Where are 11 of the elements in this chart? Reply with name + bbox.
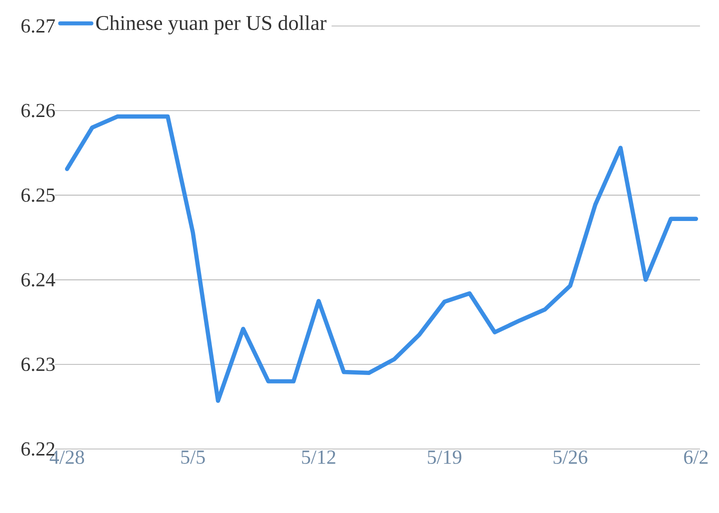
- x-tick-label: 5/19: [428, 450, 462, 464]
- y-tick-label: 6.24: [21, 273, 56, 287]
- x-tick-label: 5/12: [302, 450, 336, 464]
- y-tick-label: 6.25: [21, 188, 55, 202]
- legend-label: Chinese yuan per US dollar: [96, 15, 326, 34]
- y-tick-label: 6.26: [21, 104, 55, 118]
- x-tick-label: 5/5: [181, 450, 205, 464]
- y-tick-label: 6.23: [21, 358, 55, 372]
- x-tick-label: 6/2: [684, 450, 708, 464]
- x-tick-label: 5/26: [554, 450, 588, 464]
- y-tick-label: 6.27: [21, 19, 55, 33]
